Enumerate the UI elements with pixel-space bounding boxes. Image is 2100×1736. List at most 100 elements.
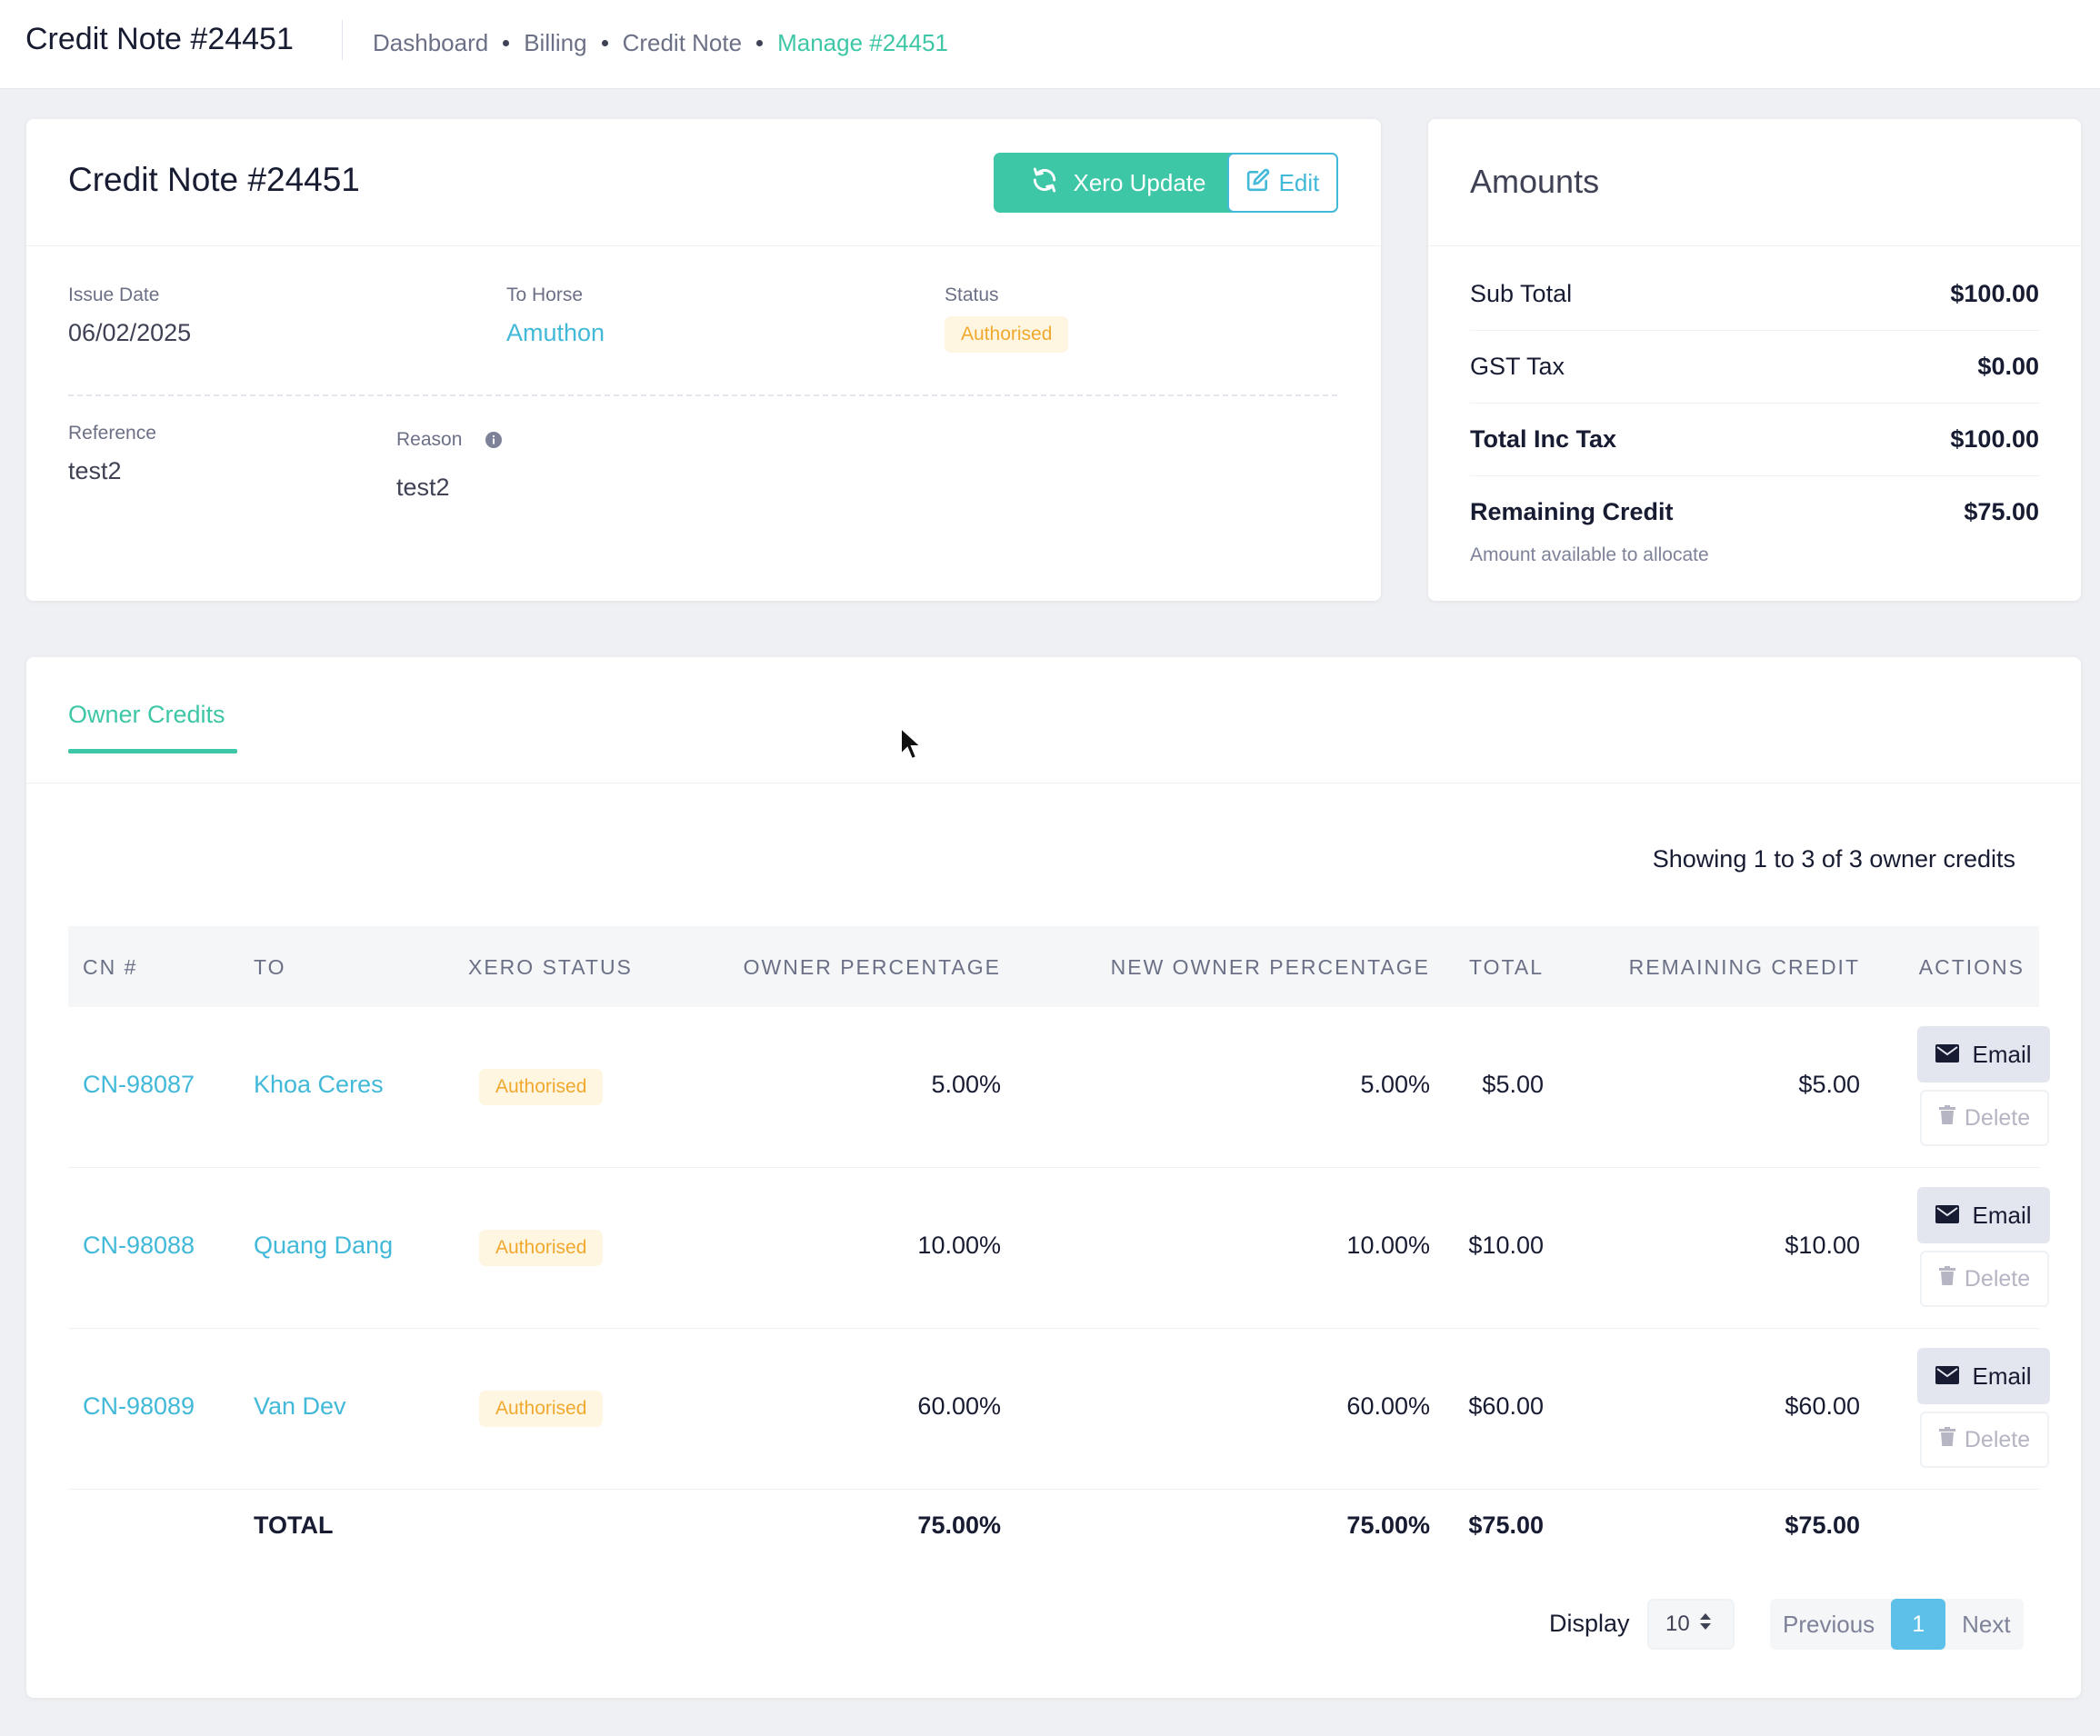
credit-note-card-header: Credit Note #24451 Xero Update Edit xyxy=(26,119,1381,246)
reason-label: Reason xyxy=(396,429,463,450)
display-label: Display xyxy=(1549,1610,1630,1637)
column-header: ACTIONS xyxy=(1918,955,2025,979)
info-icon[interactable] xyxy=(485,431,503,454)
column-header: NEW OWNER PERCENTAGE xyxy=(1110,955,1430,979)
top-bar: Credit Note #24451 Dashboard Billing Cre… xyxy=(0,0,2100,89)
issue-date-value: 06/02/2025 xyxy=(68,319,192,346)
total-owner-percentage: 75.00% xyxy=(917,1512,1001,1539)
delete-label: Delete xyxy=(1964,1104,2031,1131)
amount-row-gst: GST Tax $0.00 xyxy=(1470,353,2039,381)
pagination-previous[interactable]: Previous xyxy=(1783,1610,1875,1638)
email-label: Email xyxy=(1972,1201,2032,1229)
table-total-row: TOTAL 75.00% 75.00% $75.00 $75.00 xyxy=(68,1490,2039,1571)
pagination-page-current[interactable]: 1 xyxy=(1891,1599,1946,1650)
mouse-cursor-icon xyxy=(900,725,924,766)
issue-date-label: Issue Date xyxy=(68,284,160,305)
envelope-icon xyxy=(1935,1202,1960,1230)
total-amount: $10.00 xyxy=(1468,1232,1544,1259)
delete-button[interactable]: Delete xyxy=(1920,1251,2049,1307)
amount-label: Total Inc Tax xyxy=(1470,425,1617,453)
showing-count: Showing 1 to 3 of 3 owner credits xyxy=(1652,845,2015,873)
amount-label: GST Tax xyxy=(1470,353,1565,380)
cn-link[interactable]: CN-98088 xyxy=(83,1232,195,1259)
amount-row-total-inc-tax: Total Inc Tax $100.00 xyxy=(1470,425,2039,454)
amount-value: $100.00 xyxy=(1950,425,2039,453)
edit-icon xyxy=(1246,168,1270,198)
column-header: CN # xyxy=(83,955,138,979)
xero-status-badge: Authorised xyxy=(479,1230,604,1266)
sort-arrows-icon xyxy=(1699,1611,1712,1638)
column-header: XERO STATUS xyxy=(468,955,633,979)
owner-link[interactable]: Van Dev xyxy=(254,1392,346,1420)
xero-status-badge: Authorised xyxy=(479,1069,604,1105)
edit-label: Edit xyxy=(1278,168,1320,196)
email-button[interactable]: Email xyxy=(1917,1187,2050,1243)
amount-note: Amount available to allocate xyxy=(1470,544,1709,565)
trash-icon xyxy=(1938,1265,1955,1292)
credit-note-card: Credit Note #24451 Xero Update Edit Issu… xyxy=(26,119,1381,601)
cn-link[interactable]: CN-98087 xyxy=(83,1071,195,1098)
trash-icon xyxy=(1938,1426,1955,1453)
reference-value: test2 xyxy=(68,457,122,484)
breadcrumb-credit-note[interactable]: Credit Note xyxy=(622,29,743,56)
owner-link[interactable]: Khoa Ceres xyxy=(254,1071,384,1098)
pagination-next[interactable]: Next xyxy=(1962,1610,2011,1638)
amount-value: $0.00 xyxy=(1977,353,2039,380)
cn-link[interactable]: CN-98089 xyxy=(83,1392,195,1420)
amount-row-remaining-credit: Remaining Credit $75.00 xyxy=(1470,498,2039,526)
amount-separator xyxy=(1470,475,2039,476)
amount-separator xyxy=(1470,330,2039,331)
table-row: CN-98089 Van Dev Authorised 60.00% 60.00… xyxy=(68,1329,2050,1490)
remaining-credit: $10.00 xyxy=(1785,1232,1860,1259)
total-amount-sum: $75.00 xyxy=(1468,1512,1544,1539)
table-header: CN # TO XERO STATUS OWNER PERCENTAGE NEW… xyxy=(68,926,2039,1007)
envelope-icon xyxy=(1935,1362,1960,1391)
xero-update-button[interactable]: Xero Update xyxy=(994,153,1242,213)
to-horse-label: To Horse xyxy=(506,284,584,305)
sync-icon xyxy=(1030,165,1059,201)
total-amount: $60.00 xyxy=(1468,1392,1544,1420)
breadcrumb-separator xyxy=(601,40,608,46)
amount-value: $75.00 xyxy=(1964,498,2039,525)
field-divider xyxy=(68,394,1337,396)
email-button[interactable]: Email xyxy=(1917,1348,2050,1404)
breadcrumb-current: Manage #24451 xyxy=(777,29,949,56)
total-new-owner-percentage: 75.00% xyxy=(1346,1512,1430,1539)
amount-separator xyxy=(1470,403,2039,404)
owner-percentage: 60.00% xyxy=(917,1392,1001,1420)
breadcrumb-billing[interactable]: Billing xyxy=(524,29,587,56)
table-row: CN-98088 Quang Dang Authorised 10.00% 10… xyxy=(68,1168,2050,1329)
tab-owner-credits[interactable]: Owner Credits xyxy=(68,701,225,728)
tab-active-indicator xyxy=(68,749,237,753)
edit-button[interactable]: Edit xyxy=(1227,153,1338,213)
credit-note-title: Credit Note #24451 xyxy=(68,161,360,198)
owner-link[interactable]: Quang Dang xyxy=(254,1232,394,1259)
total-amount: $5.00 xyxy=(1482,1071,1544,1098)
reference-label: Reference xyxy=(68,423,156,444)
column-header: TOTAL xyxy=(1469,955,1544,979)
breadcrumb: Dashboard Billing Credit Note Manage #24… xyxy=(373,29,948,57)
column-header: OWNER PERCENTAGE xyxy=(743,955,1001,979)
owner-credits-card: Owner Credits Showing 1 to 3 of 3 owner … xyxy=(26,657,2081,1698)
delete-button[interactable]: Delete xyxy=(1920,1412,2049,1468)
reason-value: test2 xyxy=(396,474,450,501)
delete-label: Delete xyxy=(1964,1426,2031,1452)
new-owner-percentage: 60.00% xyxy=(1346,1392,1430,1420)
amounts-card-header: Amounts xyxy=(1428,119,2081,246)
page-title: Credit Note #24451 xyxy=(25,22,294,56)
xero-update-label: Xero Update xyxy=(1073,168,1206,196)
breadcrumb-separator xyxy=(503,40,510,46)
amount-row-subtotal: Sub Total $100.00 xyxy=(1470,280,2039,308)
status-badge: Authorised xyxy=(945,316,1069,353)
email-button[interactable]: Email xyxy=(1917,1026,2050,1083)
to-horse-link[interactable]: Amuthon xyxy=(506,319,605,346)
delete-button[interactable]: Delete xyxy=(1920,1090,2049,1146)
page-size-select[interactable]: 10 xyxy=(1647,1599,1735,1650)
new-owner-percentage: 10.00% xyxy=(1346,1232,1430,1259)
total-label: TOTAL xyxy=(254,1512,334,1539)
remaining-credit: $5.00 xyxy=(1798,1071,1860,1098)
amounts-card: Amounts Sub Total $100.00 GST Tax $0.00 … xyxy=(1428,119,2081,601)
amounts-title: Amounts xyxy=(1470,163,1600,200)
breadcrumb-dashboard[interactable]: Dashboard xyxy=(373,29,489,56)
breadcrumb-separator xyxy=(756,40,764,46)
